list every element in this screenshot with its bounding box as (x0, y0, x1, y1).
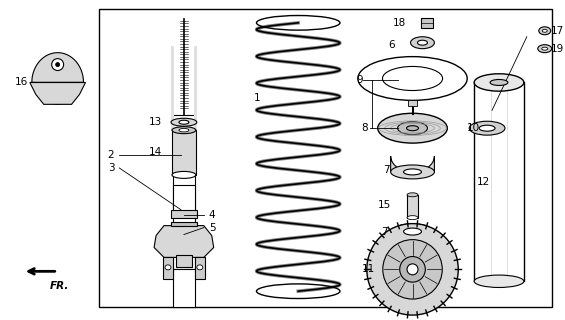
Bar (407, 195, 418, 218)
Circle shape (399, 257, 425, 282)
Ellipse shape (542, 47, 547, 50)
Ellipse shape (179, 120, 189, 124)
Bar (407, 100, 418, 106)
Bar (173, 115, 195, 210)
Ellipse shape (179, 128, 189, 132)
Circle shape (56, 63, 60, 67)
Ellipse shape (539, 27, 551, 35)
Ellipse shape (197, 265, 203, 270)
Bar (99, 9, 551, 307)
Ellipse shape (418, 40, 428, 45)
Ellipse shape (411, 37, 434, 49)
Text: 19: 19 (551, 44, 564, 54)
Text: 8: 8 (361, 123, 368, 133)
Text: 15: 15 (377, 200, 390, 210)
Circle shape (383, 240, 442, 299)
Text: 10: 10 (467, 123, 480, 133)
Text: 12: 12 (477, 177, 490, 187)
Ellipse shape (407, 126, 419, 131)
Ellipse shape (479, 125, 495, 131)
Polygon shape (30, 83, 85, 104)
Bar (171, 46, 174, 130)
Circle shape (51, 59, 64, 70)
Bar (474, 83, 524, 281)
Bar (176, 255, 192, 267)
Bar (163, 257, 173, 279)
Text: 17: 17 (551, 26, 564, 36)
Ellipse shape (474, 275, 524, 287)
Text: 2: 2 (108, 150, 114, 160)
Bar (172, 130, 196, 175)
Ellipse shape (398, 122, 428, 135)
Polygon shape (390, 156, 434, 172)
Text: 1: 1 (254, 93, 260, 103)
Polygon shape (32, 53, 84, 83)
Ellipse shape (393, 224, 432, 240)
Ellipse shape (390, 165, 434, 179)
Text: FR.: FR. (50, 281, 69, 291)
Ellipse shape (403, 228, 421, 235)
Bar (194, 46, 197, 130)
Text: 18: 18 (392, 18, 406, 28)
Ellipse shape (538, 45, 551, 53)
Bar (195, 257, 205, 279)
Ellipse shape (542, 29, 547, 32)
Text: 11: 11 (362, 264, 375, 274)
Bar (173, 269, 195, 307)
Ellipse shape (474, 74, 524, 91)
Ellipse shape (165, 265, 171, 270)
Ellipse shape (172, 172, 196, 178)
Ellipse shape (62, 80, 77, 92)
Ellipse shape (403, 169, 421, 175)
Text: 7: 7 (383, 165, 390, 175)
Text: 16: 16 (15, 77, 28, 87)
Text: 3: 3 (108, 163, 114, 173)
Ellipse shape (50, 92, 66, 104)
Bar (421, 18, 433, 28)
Text: 7: 7 (381, 227, 388, 236)
Bar (171, 222, 197, 226)
Circle shape (367, 224, 458, 315)
Text: 9: 9 (356, 76, 363, 85)
Circle shape (407, 264, 418, 275)
Ellipse shape (469, 121, 505, 135)
Bar (171, 210, 197, 218)
Ellipse shape (490, 79, 508, 85)
Text: 6: 6 (388, 40, 394, 50)
Ellipse shape (407, 216, 418, 220)
Bar (173, 185, 195, 269)
Polygon shape (154, 226, 214, 257)
Ellipse shape (378, 113, 447, 143)
Ellipse shape (407, 193, 418, 197)
Text: 13: 13 (149, 117, 162, 127)
Text: 5: 5 (208, 223, 215, 233)
Ellipse shape (171, 118, 197, 126)
Ellipse shape (38, 80, 54, 92)
Ellipse shape (172, 127, 196, 134)
Text: 14: 14 (149, 147, 162, 157)
Text: 4: 4 (208, 210, 215, 220)
